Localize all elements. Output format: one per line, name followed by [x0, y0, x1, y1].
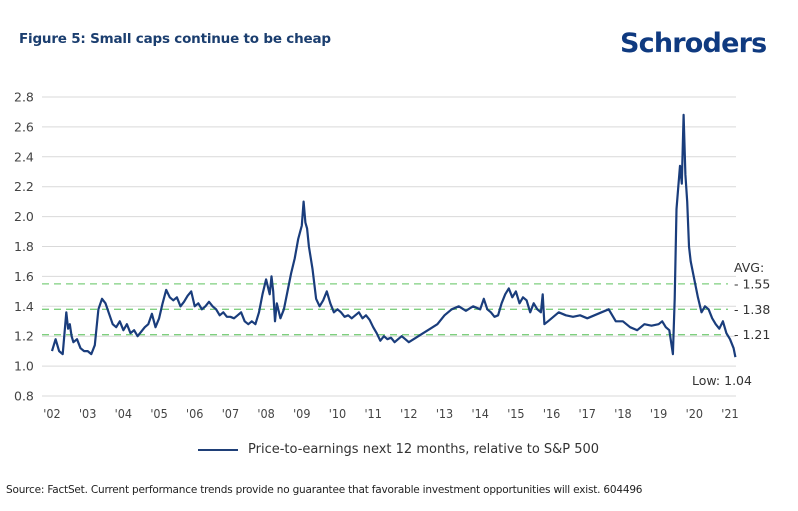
- x-tick-label: '05: [150, 406, 167, 421]
- x-tick-label: '14: [472, 406, 489, 421]
- x-tick-label: '16: [543, 406, 560, 421]
- x-tick-label: '12: [400, 406, 417, 421]
- avg-value-label: - 1.21: [734, 327, 770, 342]
- source-note: Source: FactSet. Current performance tre…: [6, 484, 643, 496]
- x-tick-label: '09: [293, 406, 310, 421]
- x-tick-label: '21: [721, 406, 738, 421]
- y-tick-label: 2.4: [14, 149, 34, 164]
- low-annotation: Low: 1.04: [692, 373, 752, 388]
- y-tick-label: 2.6: [14, 119, 34, 134]
- x-tick-label: '15: [507, 406, 524, 421]
- y-tick-label: 1.4: [14, 299, 34, 314]
- y-tick-label: 1.6: [14, 269, 34, 284]
- y-tick-label: 1.2: [14, 329, 34, 344]
- x-tick-label: '11: [364, 406, 381, 421]
- x-tick-label: '18: [614, 406, 631, 421]
- legend: Price-to-earnings next 12 months, relati…: [198, 442, 599, 457]
- avg-value-label: - 1.55: [734, 276, 770, 291]
- x-tick-label: '07: [222, 406, 239, 421]
- x-tick-label: '08: [257, 406, 274, 421]
- legend-label: Price-to-earnings next 12 months, relati…: [248, 442, 600, 457]
- x-axis-ticks: '02 '03 '04 '05 '06 '07 '08 '09 '10 '11 '12 '13 '14 '…: [43, 406, 738, 421]
- y-tick-label: 1.8: [14, 239, 34, 254]
- avg-value-label: - 1.38: [734, 302, 770, 317]
- y-tick-label: 0.8: [14, 389, 34, 404]
- series-line-pe-relative: [50, 113, 737, 358]
- y-tick-label: 2.0: [14, 209, 34, 224]
- x-tick-label: '17: [579, 406, 596, 421]
- schroders-logo: Schroders: [620, 28, 767, 59]
- x-tick-label: '04: [115, 406, 132, 421]
- x-tick-label: '19: [650, 406, 667, 421]
- y-tick-label: 2.2: [14, 179, 34, 194]
- average-reference-lines: [42, 283, 728, 336]
- x-tick-label: '20: [686, 406, 703, 421]
- x-tick-label: '03: [79, 406, 96, 421]
- x-tick-label: '10: [329, 406, 346, 421]
- chart-title: Figure 5: Small caps continue to be chea…: [19, 31, 331, 47]
- average-value-labels: - 1.55 - 1.38 - 1.21: [734, 276, 770, 342]
- avg-header-label: AVG:: [734, 260, 764, 275]
- x-tick-label: '06: [186, 406, 203, 421]
- legend-line-swatch: [198, 448, 238, 451]
- y-axis-ticks: 0.8 1.0 1.2 1.4 1.6 1.8 2.0 2.2 2.4 2.6 2.8: [14, 90, 34, 404]
- x-tick-label: '02: [43, 406, 60, 421]
- y-tick-label: 2.8: [14, 90, 34, 105]
- x-tick-label: '13: [436, 406, 453, 421]
- gridlines: [42, 96, 736, 397]
- y-tick-label: 1.0: [14, 359, 34, 374]
